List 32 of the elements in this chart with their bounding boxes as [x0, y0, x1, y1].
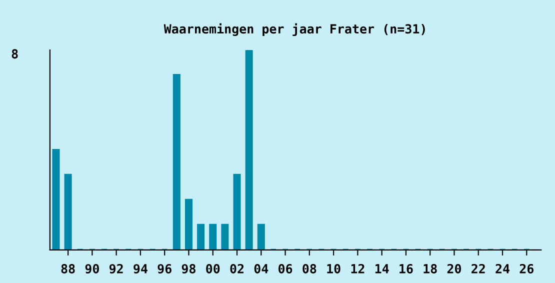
x-tick-label: 10: [327, 264, 340, 274]
x-tick-label: 02: [230, 264, 244, 274]
bar: [245, 50, 253, 250]
x-tick-label: 26: [520, 264, 534, 274]
bar: [233, 174, 241, 250]
x-tick-label: 24: [496, 264, 510, 274]
x-tick-label: 90: [85, 264, 99, 274]
x-tick-label: 14: [375, 264, 389, 274]
bar: [184, 198, 192, 250]
x-tick-label: 98: [182, 264, 196, 274]
x-tick-label: 88: [61, 264, 75, 274]
chart-title: Waarnemingen per jaar Frater (n=31): [164, 23, 425, 36]
bar: [209, 224, 217, 250]
x-tick-label: 12: [351, 264, 364, 274]
x-tick-label: 04: [254, 264, 268, 274]
x-tick-label: 22: [472, 264, 485, 274]
bar: [257, 224, 265, 250]
x-tick-label: 00: [206, 264, 220, 274]
bar: [221, 224, 229, 250]
x-tick-label: 94: [134, 264, 148, 274]
x-tick-label: 08: [302, 264, 316, 274]
x-tick-label: 92: [109, 264, 123, 274]
bar: [64, 174, 72, 250]
bar: [172, 74, 180, 250]
x-tick-label: 16: [400, 264, 413, 274]
bar: [197, 224, 205, 250]
text: 8: [12, 49, 18, 59]
bar: [52, 148, 60, 250]
x-tick-label: 18: [424, 264, 437, 274]
x-tick-label: 20: [447, 264, 462, 274]
x-tick-label: 96: [158, 264, 172, 274]
x-tick-label: 06: [278, 264, 292, 274]
